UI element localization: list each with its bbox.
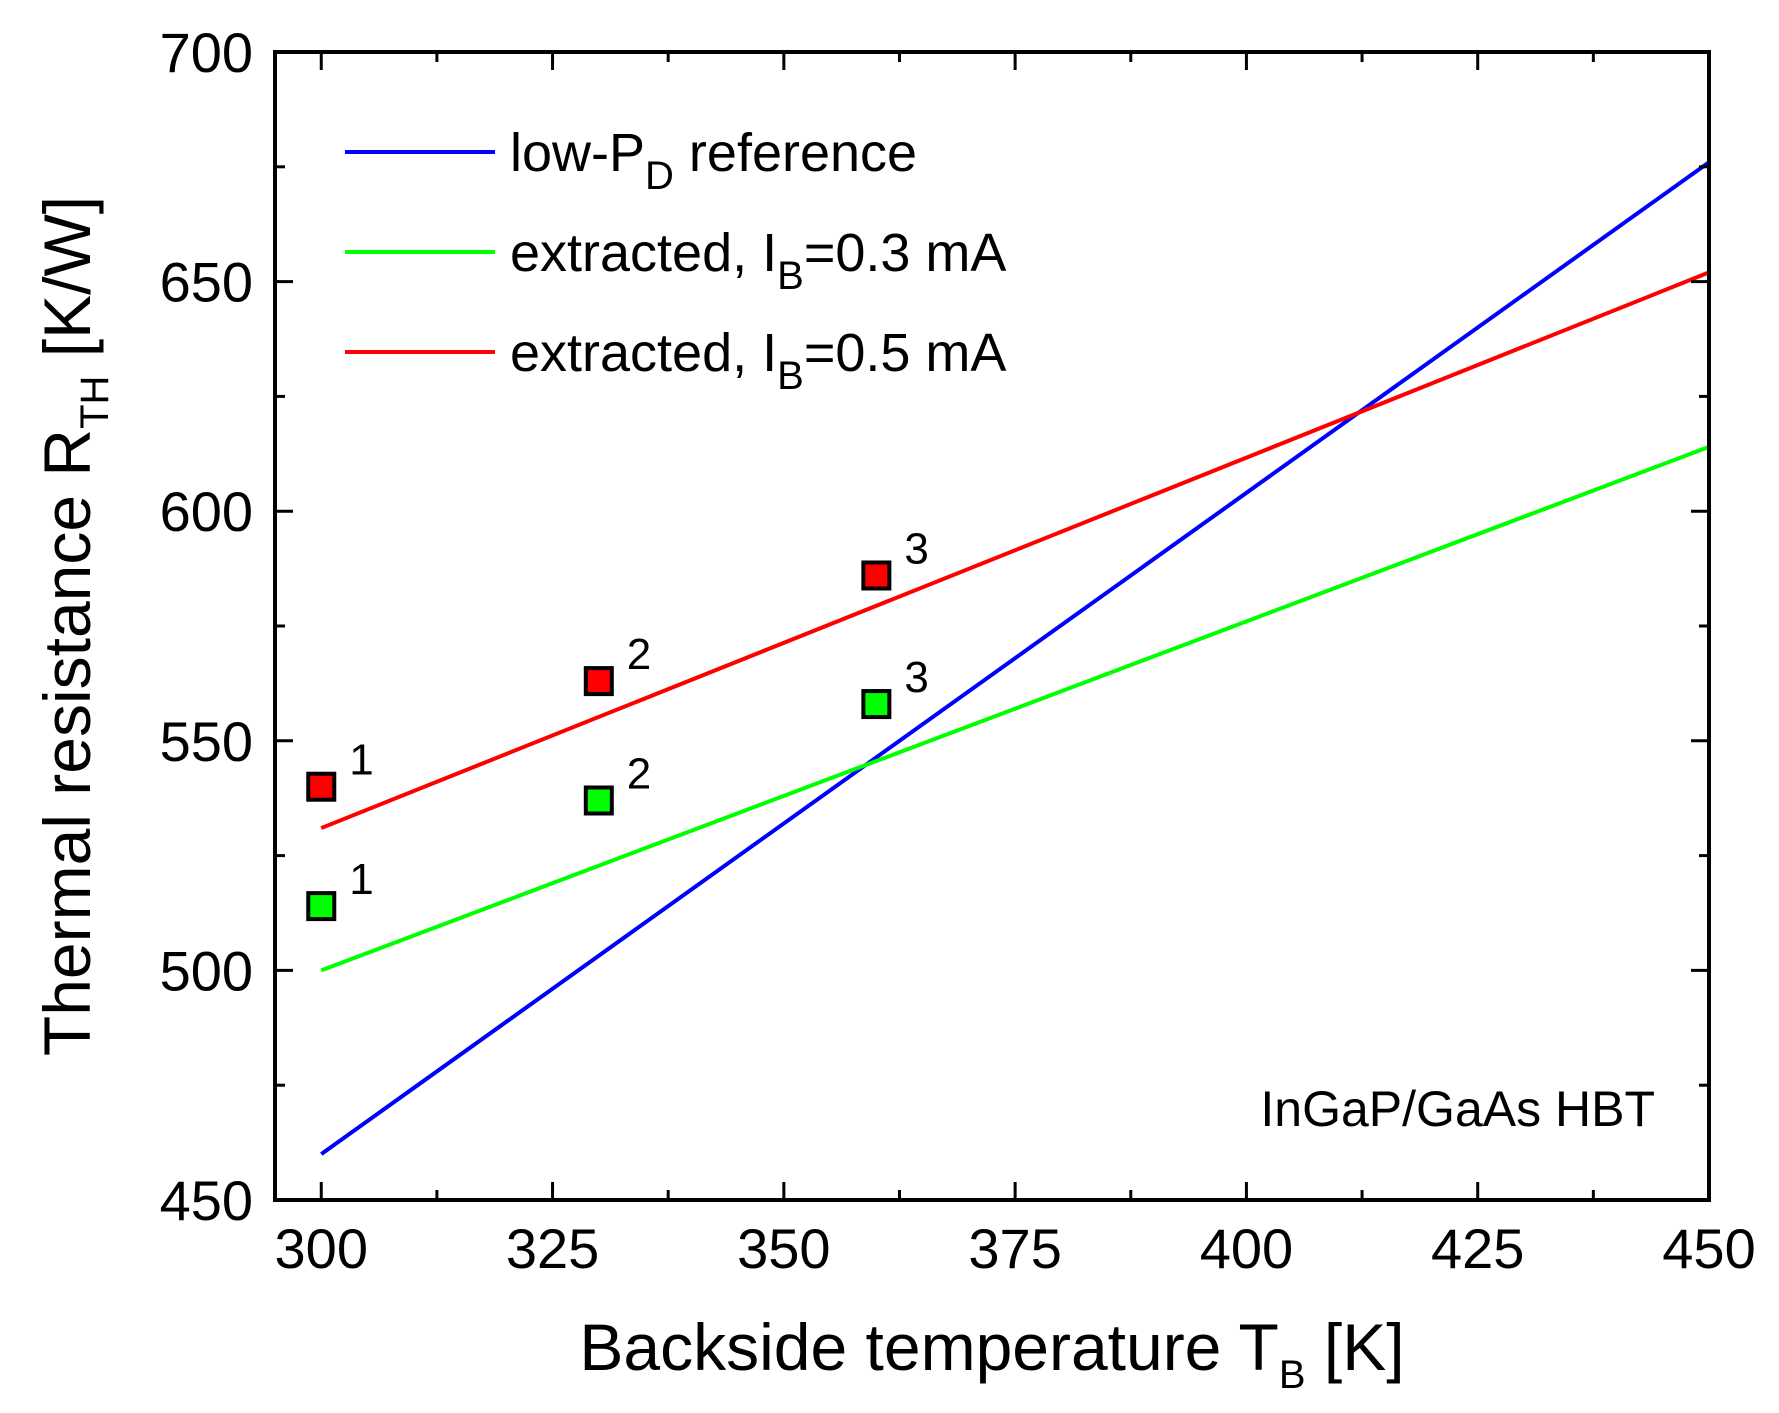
series-line-1 bbox=[320, 445, 1710, 973]
legend-label-2: extracted, IB=0.5 mA bbox=[510, 323, 1006, 398]
scatter-point bbox=[861, 689, 892, 720]
y-axis-title-main: Thermal resistance R bbox=[30, 429, 104, 1056]
legend-label-text: extracted, I bbox=[510, 323, 777, 383]
scatter-point-label: 3 bbox=[904, 653, 928, 702]
chart-annotation: InGaP/GaAs HBT bbox=[1260, 1081, 1655, 1137]
scatter-point bbox=[861, 560, 892, 591]
y-tick-label: 600 bbox=[160, 480, 253, 543]
legend-label-text: low-P bbox=[510, 123, 645, 183]
x-tick-label: 375 bbox=[968, 1217, 1061, 1280]
y-axis-title: Thermal resistance RTH [K/W] bbox=[30, 196, 117, 1056]
scatter-point-label: 3 bbox=[904, 524, 928, 573]
scatter-point bbox=[583, 666, 614, 697]
scatter-point-label: 2 bbox=[627, 749, 651, 798]
scatter-point-label: 1 bbox=[349, 855, 373, 904]
legend-label-subscript: B bbox=[777, 354, 804, 398]
y-tick-label: 500 bbox=[160, 939, 253, 1002]
x-tick-label: 425 bbox=[1431, 1217, 1524, 1280]
legend-label-text: reference bbox=[674, 123, 917, 183]
legend-label-subscript: B bbox=[777, 254, 804, 298]
x-tick-label: 350 bbox=[737, 1217, 830, 1280]
scatter-point-label: 2 bbox=[627, 630, 651, 679]
x-axis-title-unit: [K] bbox=[1306, 1310, 1405, 1384]
series-line-2 bbox=[320, 270, 1710, 830]
legend-label-text: =0.3 mA bbox=[804, 223, 1007, 283]
x-axis-title-sub: B bbox=[1279, 1353, 1306, 1397]
y-tick-label: 700 bbox=[160, 21, 253, 84]
y-tick-label: 650 bbox=[160, 251, 253, 314]
legend-label-0: low-PD reference bbox=[510, 123, 917, 198]
scatter-markers: 1 2 3 1 2 3 bbox=[306, 524, 929, 922]
x-tick-label: 400 bbox=[1200, 1217, 1293, 1280]
scatter-point bbox=[306, 891, 337, 922]
plot-marks bbox=[320, 160, 1711, 1156]
x-tick-label: 325 bbox=[506, 1217, 599, 1280]
y-axis-title-unit: [K/W] bbox=[30, 196, 104, 376]
axis-ticks: 300 325 350 375 400 425 450 450 500 550 600 650 700 bbox=[160, 21, 1756, 1280]
legend-label-1: extracted, IB=0.3 mA bbox=[510, 223, 1006, 298]
x-tick-label: 450 bbox=[1662, 1217, 1755, 1280]
y-tick-label: 450 bbox=[160, 1169, 253, 1232]
scatter-point bbox=[306, 771, 337, 802]
x-axis-title: Backside temperature TB [K] bbox=[579, 1310, 1404, 1397]
legend-label-subscript: D bbox=[645, 154, 674, 198]
x-tick-label: 300 bbox=[275, 1217, 368, 1280]
legend-label-text: =0.5 mA bbox=[804, 323, 1007, 383]
y-tick-label: 550 bbox=[160, 710, 253, 773]
series-line-0 bbox=[320, 160, 1711, 1156]
scatter-point bbox=[583, 785, 614, 816]
y-axis-title-sub: TH bbox=[73, 376, 117, 429]
scatter-point-label: 1 bbox=[349, 736, 373, 785]
x-axis-title-main: Backside temperature T bbox=[579, 1310, 1278, 1384]
legend-label-text: extracted, I bbox=[510, 223, 777, 283]
